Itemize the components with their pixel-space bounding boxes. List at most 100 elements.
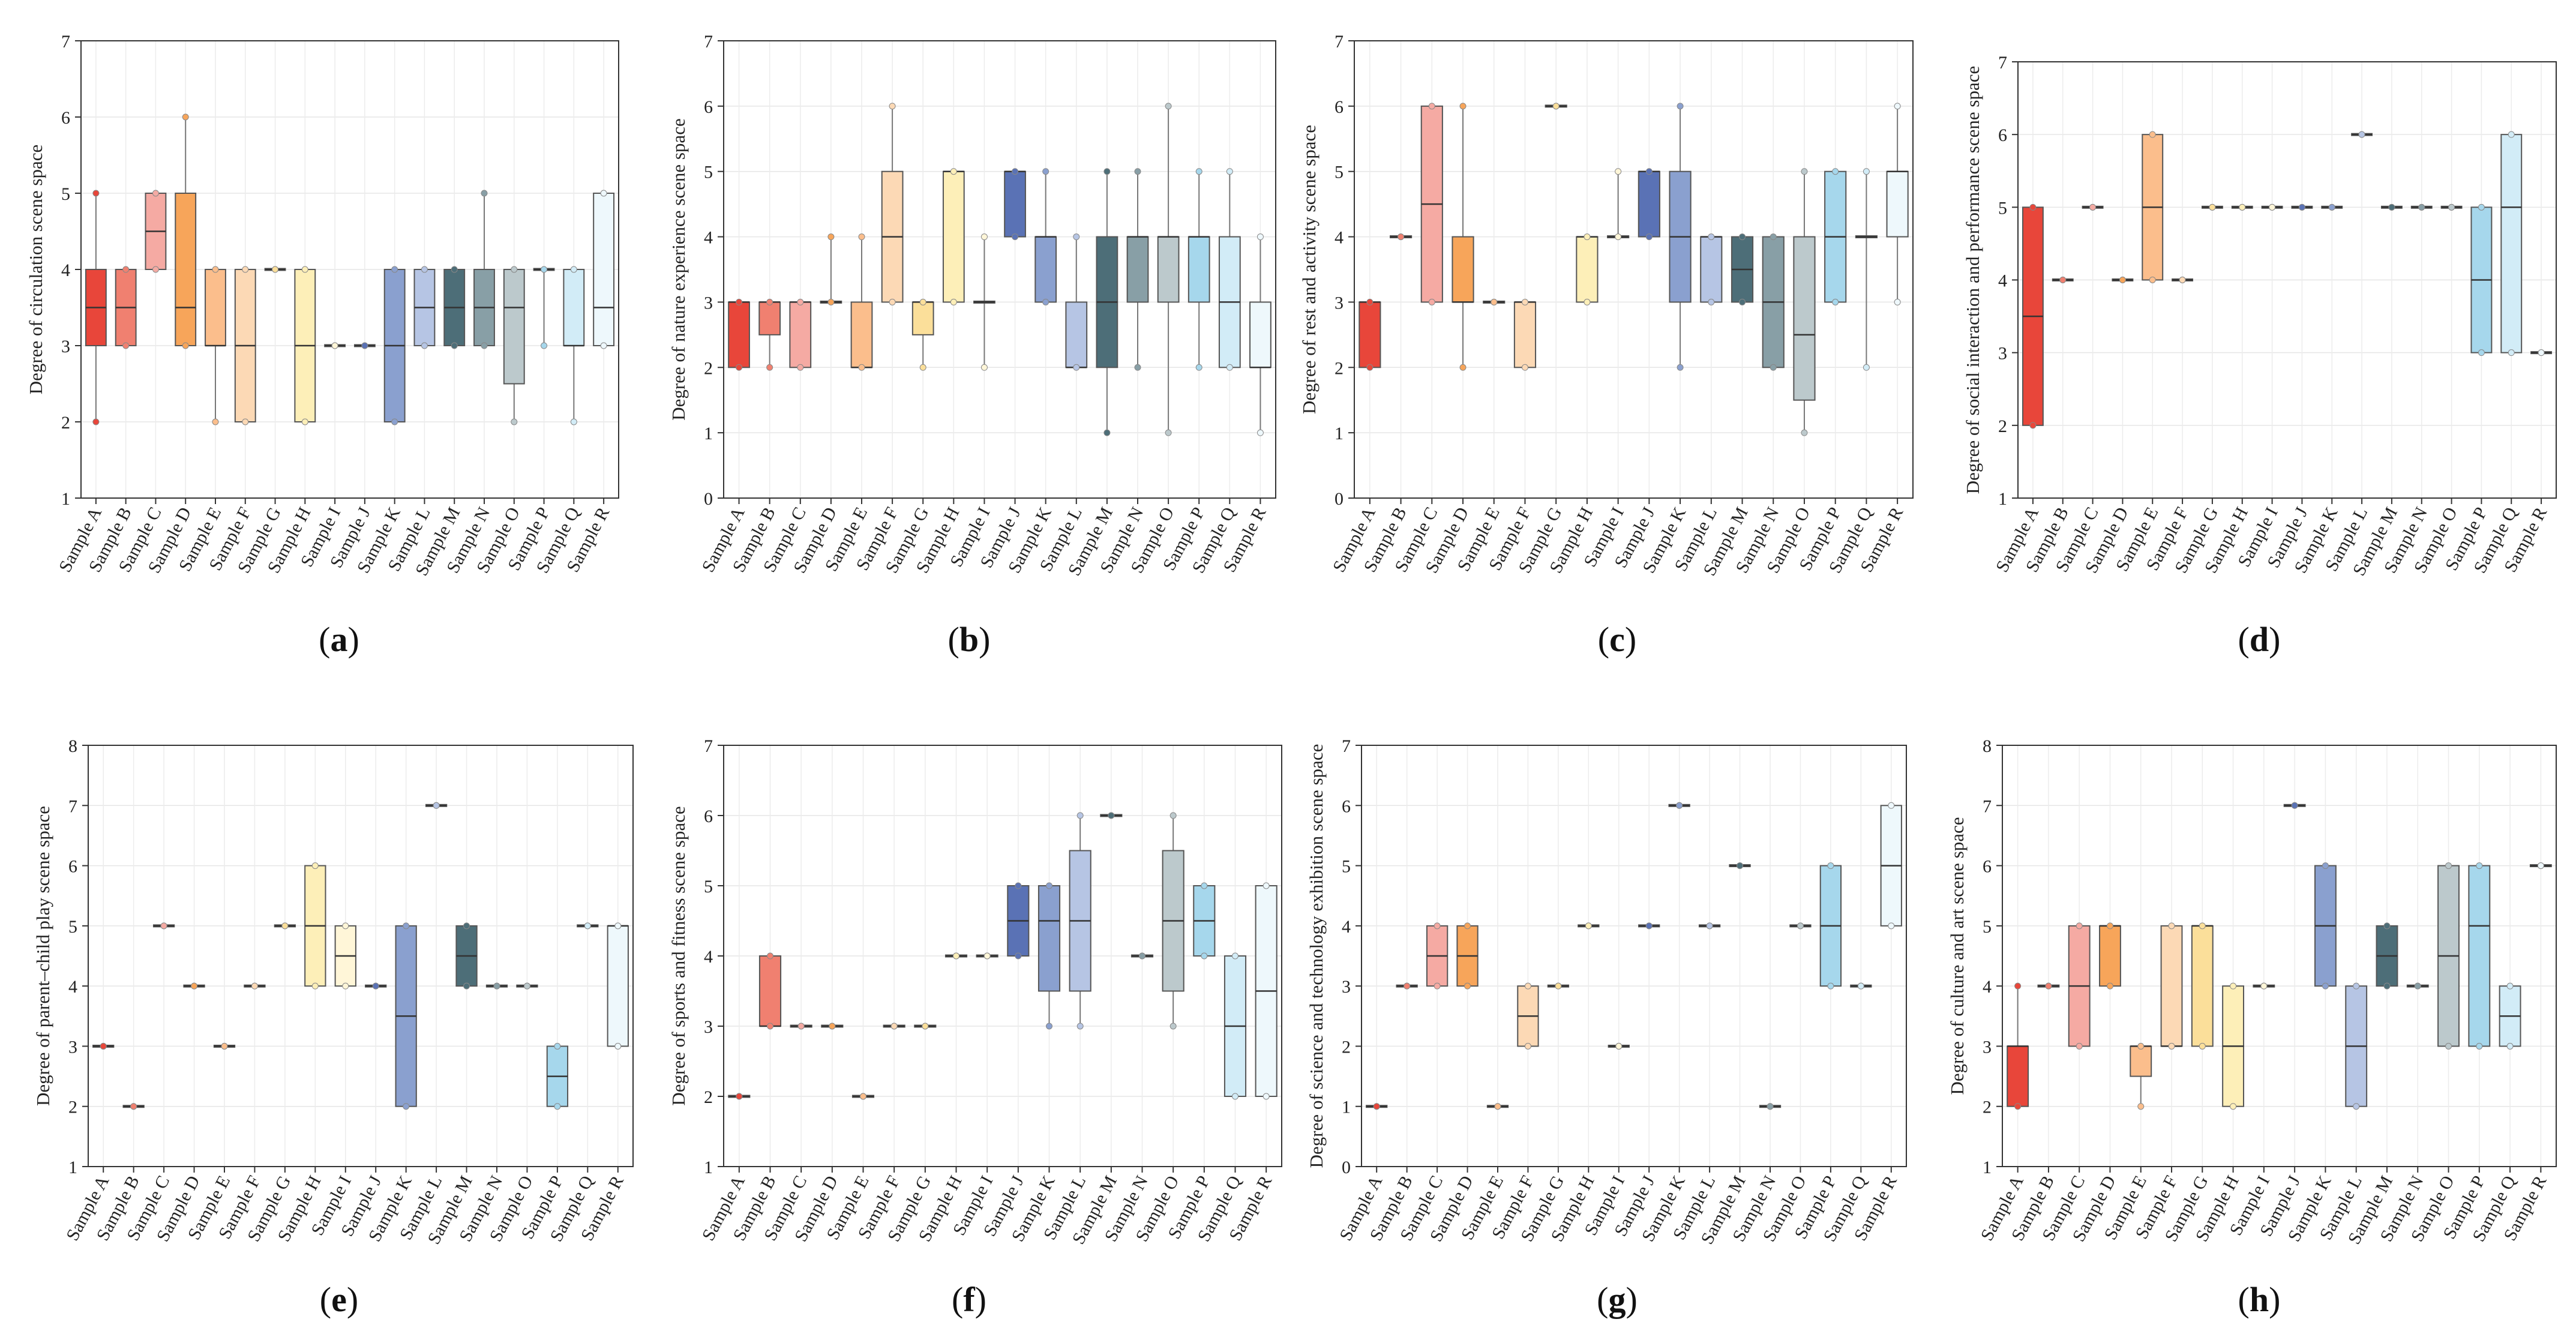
box-sample-l <box>2351 131 2373 138</box>
box-sample-h <box>944 952 968 960</box>
point <box>2445 1042 2452 1050</box>
iqr-box <box>2160 925 2183 1047</box>
y-tick-label: 6 <box>704 97 713 117</box>
point <box>100 1042 107 1050</box>
box-sample-c <box>1420 103 1443 305</box>
box-sample-q <box>2500 131 2523 356</box>
point <box>2538 349 2545 356</box>
box-sample-l <box>1698 922 1721 930</box>
box-sample-o <box>2437 862 2460 1050</box>
box-sample-d <box>2099 922 2121 990</box>
point <box>2383 922 2391 930</box>
box-sample-f <box>244 982 266 990</box>
point <box>1521 298 1528 305</box>
point <box>980 233 988 241</box>
point <box>311 862 319 870</box>
point <box>2260 982 2268 990</box>
point <box>2476 862 2483 870</box>
y-tick-label: 1 <box>704 1158 713 1177</box>
iqr-box <box>593 193 615 346</box>
point <box>481 190 488 197</box>
box-sample-l <box>1069 812 1091 1030</box>
y-tick-label: 3 <box>1335 293 1344 313</box>
point <box>212 266 219 273</box>
box-sample-q <box>577 922 599 930</box>
point <box>1888 922 1895 930</box>
box-sample-e <box>851 1093 875 1100</box>
y-tick-label: 5 <box>68 917 77 937</box>
iqr-box <box>1793 236 1816 401</box>
point <box>1584 233 1591 241</box>
iqr-box <box>607 925 629 1047</box>
y-tick-label: 1 <box>1335 424 1344 443</box>
box-sample-a <box>2022 203 2044 429</box>
box-sample-i <box>2261 203 2283 211</box>
point <box>2076 1042 2083 1050</box>
y-tick-label: 1 <box>1998 489 2007 509</box>
box-sample-m <box>1731 233 1754 305</box>
box-sample-j <box>365 982 387 990</box>
box-sample-m <box>1729 862 1751 870</box>
point <box>1584 298 1591 305</box>
point <box>1165 429 1172 436</box>
point <box>1857 982 1864 990</box>
iqr-box <box>1886 170 1909 238</box>
box-sample-p <box>1187 168 1210 371</box>
point <box>272 266 279 273</box>
box-sample-h <box>2231 203 2253 211</box>
point <box>2358 131 2365 138</box>
box-sample-b <box>758 298 781 371</box>
y-tick-label: 3 <box>1342 977 1351 997</box>
iqr-box <box>942 170 965 303</box>
box-sample-a <box>92 1042 115 1050</box>
point <box>2045 982 2052 990</box>
point <box>766 364 773 371</box>
iqr-box <box>1576 236 1599 303</box>
y-tick-label: 8 <box>1983 736 1992 756</box>
point <box>1373 1103 1380 1110</box>
point <box>2537 862 2544 870</box>
y-axis-label: Degree of culture and art scene space <box>1947 817 1968 1095</box>
box-sample-l <box>2345 982 2368 1110</box>
point <box>2506 982 2514 990</box>
y-axis-label: Degree of sports and fitness scene space <box>668 806 689 1105</box>
box-sample-m <box>2380 203 2403 211</box>
box-sample-k <box>1037 882 1061 1030</box>
box-sample-i <box>1607 168 1630 241</box>
iqr-box <box>728 301 750 368</box>
box-sample-c <box>790 1023 812 1030</box>
point <box>584 922 591 930</box>
box-sample-l <box>1065 233 1088 371</box>
box-sample-a <box>1366 1103 1388 1110</box>
point <box>1169 812 1177 819</box>
box-sample-e <box>1486 1103 1509 1110</box>
box-sample-e <box>1483 298 1506 305</box>
box-sample-o <box>516 982 538 990</box>
box-sample-l <box>1700 233 1723 305</box>
point <box>1832 168 1839 175</box>
point <box>2506 1042 2514 1050</box>
y-tick-label: 7 <box>1983 796 1992 816</box>
point <box>980 364 988 371</box>
iqr-box <box>1187 236 1210 303</box>
point <box>2445 862 2452 870</box>
point <box>2508 349 2515 356</box>
point <box>221 1042 228 1050</box>
point <box>2137 1042 2145 1050</box>
panel-caption: (c) <box>1598 620 1636 659</box>
y-tick-label: 7 <box>68 796 77 816</box>
point <box>2106 982 2113 990</box>
point <box>433 802 440 809</box>
box-sample-k <box>2314 862 2337 990</box>
box-sample-b <box>758 952 782 1030</box>
y-tick-label: 5 <box>1342 857 1351 877</box>
point <box>1677 364 1684 371</box>
box-sample-c <box>2068 922 2091 1050</box>
box-sample-g <box>911 298 934 371</box>
box-sample-e <box>2130 1042 2152 1110</box>
point <box>2149 131 2156 138</box>
point <box>797 298 804 305</box>
box-sample-m <box>2376 922 2398 990</box>
